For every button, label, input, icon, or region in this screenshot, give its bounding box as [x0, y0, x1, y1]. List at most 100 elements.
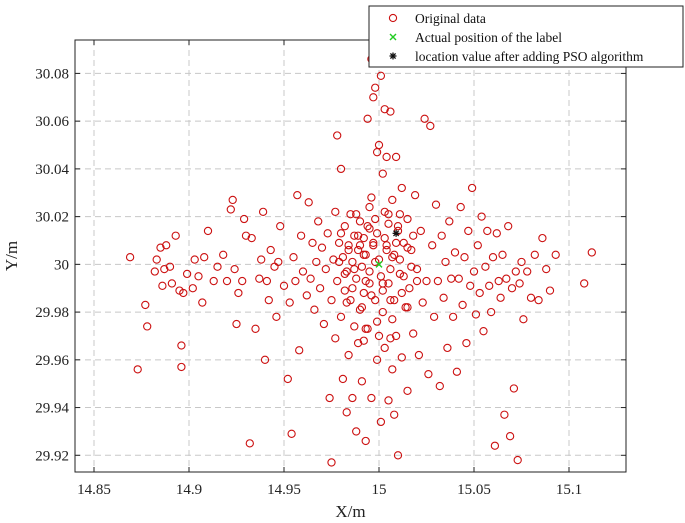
data-point: [380, 105, 389, 114]
y-tick-label: 30: [54, 257, 69, 273]
data-point: [369, 238, 378, 248]
data-point: [486, 307, 496, 317]
data-point: [435, 381, 444, 391]
data-point: [342, 267, 351, 276]
data-point: [378, 286, 387, 295]
data-point: [272, 312, 281, 322]
y-tick-label: 30.06: [35, 114, 69, 130]
x-tick-label: 15.05: [457, 482, 491, 498]
data-point: [397, 288, 406, 298]
legend-box: [368, 5, 684, 68]
data-point: [481, 262, 490, 271]
data-point: [171, 231, 180, 240]
data-point: [352, 427, 361, 436]
data-point: [391, 152, 401, 162]
data-point: [198, 298, 207, 307]
data-point: [365, 267, 374, 276]
data-point: [228, 195, 237, 205]
data-point: [348, 393, 357, 403]
data-point: [165, 262, 175, 271]
x-axis-label: X/m: [335, 502, 365, 521]
data-point: [492, 229, 501, 238]
data-point: [152, 255, 161, 264]
y-tick-label: 30.04: [35, 162, 69, 178]
data-point: [315, 284, 325, 293]
data-point: [357, 377, 367, 386]
data-point: [388, 253, 397, 262]
data-point: [295, 346, 304, 355]
data-point: [312, 257, 321, 267]
data-point: [156, 243, 165, 252]
data-point: [342, 298, 351, 307]
data-point: [352, 210, 361, 219]
data-point: [450, 248, 460, 257]
data-point: [388, 195, 397, 205]
data-point: [209, 276, 218, 286]
data-point: [344, 245, 353, 255]
data-point: [190, 255, 199, 264]
data-point: [382, 152, 391, 162]
data-point: [188, 284, 197, 293]
y-axis-label: Y/m: [2, 241, 21, 271]
data-point: [266, 245, 275, 255]
data-point: [371, 214, 380, 224]
data-point: [458, 300, 467, 310]
data-point: [361, 324, 370, 333]
data-point: [226, 205, 235, 214]
data-point: [479, 327, 488, 336]
data-point: [386, 264, 395, 274]
data-point: [496, 293, 505, 302]
data-point: [160, 264, 169, 274]
data-point: [431, 200, 441, 209]
data-point: [513, 455, 522, 465]
data-point: [507, 284, 517, 293]
data-point: [327, 296, 336, 305]
grid-lines: [75, 40, 626, 472]
data-point: [359, 288, 368, 298]
data-point: [409, 329, 418, 338]
data-point: [587, 248, 596, 257]
data-point: [232, 319, 241, 329]
data-point: [355, 241, 365, 250]
data-point: [371, 83, 380, 92]
data-point: [456, 202, 465, 212]
data-point: [340, 222, 349, 231]
data-point: [365, 224, 374, 233]
data-point: [350, 264, 359, 274]
data-point: [369, 241, 378, 250]
data-point: [350, 231, 359, 240]
data-point: [162, 241, 171, 250]
data-point: [397, 353, 406, 362]
data-point: [403, 243, 412, 252]
data-point: [258, 207, 268, 216]
data-point: [334, 257, 344, 267]
data-point: [452, 367, 462, 376]
data-point: [443, 343, 452, 353]
data-point: [477, 212, 486, 221]
data-point: [376, 71, 386, 80]
data-point: [422, 276, 431, 286]
data-point: [372, 355, 382, 364]
data-point: [353, 338, 363, 348]
data-point: [355, 217, 365, 226]
data-point: [219, 250, 228, 259]
data-point: [222, 276, 232, 286]
data-point: [213, 262, 222, 271]
data-point: [414, 350, 424, 360]
data-point: [412, 276, 422, 286]
data-point: [374, 331, 384, 341]
data-point: [283, 374, 292, 384]
data-point: [371, 257, 380, 267]
data-point: [534, 296, 543, 305]
data-point: [336, 312, 346, 322]
data-point: [393, 222, 403, 231]
data-point: [125, 253, 135, 262]
data-point: [361, 436, 370, 446]
data-point: [437, 231, 446, 240]
data-point: [462, 338, 471, 348]
data-point: [409, 231, 418, 240]
data-point: [485, 281, 494, 290]
axis-ticks: 14.85 14.9 14.95 15 15.05 15.1 29.92 29.94 29.96…: [35, 40, 626, 498]
data-point: [433, 276, 443, 286]
data-point: [363, 114, 372, 123]
